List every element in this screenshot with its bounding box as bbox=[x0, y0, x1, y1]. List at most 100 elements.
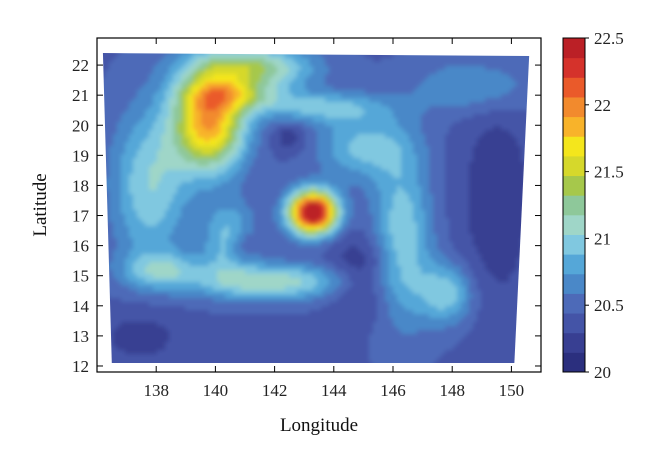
heatmap-cell bbox=[173, 134, 178, 139]
heatmap-cell bbox=[217, 74, 222, 79]
heatmap-cell bbox=[449, 70, 454, 75]
heatmap-cell bbox=[509, 138, 514, 143]
heatmap-cell bbox=[437, 118, 442, 123]
heatmap-cell bbox=[233, 190, 238, 195]
heatmap-cell bbox=[485, 66, 490, 71]
heatmap-cell bbox=[301, 210, 306, 215]
heatmap-cell bbox=[97, 58, 102, 63]
heatmap-cell bbox=[165, 66, 170, 71]
heatmap-cell bbox=[237, 54, 242, 59]
heatmap-cell bbox=[361, 58, 366, 63]
heatmap-cell bbox=[305, 46, 310, 51]
heatmap-cell bbox=[233, 38, 238, 43]
heatmap-cell bbox=[241, 186, 246, 191]
heatmap-cell bbox=[293, 154, 298, 159]
heatmap-cell bbox=[345, 134, 350, 139]
heatmap-cell bbox=[181, 186, 186, 191]
heatmap-cell bbox=[277, 146, 282, 151]
heatmap-cell bbox=[301, 58, 306, 63]
heatmap-cell bbox=[217, 162, 222, 167]
heatmap-cell bbox=[533, 130, 538, 135]
heatmap-cell bbox=[205, 110, 210, 115]
heatmap-cell bbox=[197, 114, 202, 119]
heatmap-cell bbox=[525, 74, 530, 79]
heatmap-cell bbox=[433, 106, 438, 111]
heatmap-cell bbox=[333, 110, 338, 115]
heatmap-cell bbox=[173, 106, 178, 111]
heatmap-cell bbox=[229, 62, 234, 67]
heatmap-cell bbox=[533, 186, 538, 191]
heatmap-cell bbox=[461, 42, 466, 47]
heatmap-cell bbox=[269, 58, 274, 63]
heatmap-cell bbox=[341, 146, 346, 151]
heatmap-cell bbox=[125, 214, 130, 219]
heatmap-cell bbox=[393, 70, 398, 75]
heatmap-cell bbox=[413, 166, 418, 171]
heatmap-cell bbox=[225, 58, 230, 63]
heatmap-cell bbox=[357, 174, 362, 179]
heatmap-cell bbox=[517, 58, 522, 63]
heatmap-cell bbox=[213, 150, 218, 155]
heatmap-cell bbox=[261, 58, 266, 63]
heatmap-cell bbox=[369, 62, 374, 67]
heatmap-cell bbox=[281, 150, 286, 155]
heatmap-cell bbox=[289, 102, 294, 107]
heatmap-cell bbox=[465, 90, 470, 95]
heatmap-cell bbox=[269, 94, 274, 99]
heatmap-cell bbox=[129, 122, 134, 127]
heatmap-cell bbox=[513, 78, 518, 83]
heatmap-cell bbox=[257, 170, 262, 175]
heatmap-cell bbox=[397, 182, 402, 187]
heatmap-cell bbox=[525, 214, 530, 219]
heatmap-cell bbox=[529, 154, 530, 159]
heatmap-cell bbox=[141, 82, 146, 87]
heatmap-cell bbox=[301, 206, 306, 211]
heatmap-cell bbox=[309, 130, 314, 135]
heatmap-cell bbox=[213, 106, 218, 111]
heatmap-cell bbox=[353, 186, 358, 191]
heatmap-cell bbox=[301, 178, 306, 183]
heatmap-cell bbox=[273, 66, 278, 71]
heatmap-cell bbox=[525, 46, 530, 51]
heatmap-cell bbox=[465, 182, 470, 187]
heatmap-cell bbox=[313, 142, 318, 147]
heatmap-cell bbox=[113, 106, 118, 111]
heatmap-cell bbox=[97, 38, 102, 43]
heatmap-cell bbox=[265, 106, 270, 111]
heatmap-cell bbox=[433, 126, 438, 131]
heatmap-cell bbox=[329, 134, 334, 139]
heatmap-cell bbox=[401, 146, 406, 151]
heatmap-cell bbox=[509, 58, 514, 63]
heatmap-cell bbox=[313, 78, 318, 83]
heatmap-cell bbox=[321, 170, 326, 175]
heatmap-cell bbox=[421, 110, 426, 115]
heatmap-cell bbox=[389, 190, 394, 195]
heatmap-cell bbox=[97, 158, 102, 163]
heatmap-cell bbox=[517, 186, 522, 191]
heatmap-cell bbox=[241, 42, 246, 47]
heatmap-cell bbox=[441, 62, 446, 67]
heatmap-cell bbox=[161, 66, 166, 71]
heatmap-cell bbox=[261, 146, 266, 151]
heatmap-cell bbox=[181, 74, 186, 79]
heatmap-cell bbox=[493, 154, 498, 159]
heatmap-cell bbox=[129, 142, 134, 147]
heatmap-cell bbox=[105, 102, 110, 107]
heatmap-cell bbox=[369, 138, 374, 143]
heatmap-cell bbox=[185, 142, 190, 147]
heatmap-cell bbox=[521, 118, 526, 123]
heatmap-cell bbox=[477, 82, 482, 87]
heatmap-cell bbox=[513, 206, 518, 211]
heatmap-cell bbox=[373, 186, 378, 191]
heatmap-cell bbox=[102, 58, 106, 63]
heatmap-cell bbox=[513, 94, 518, 99]
heatmap-cell bbox=[105, 126, 110, 131]
heatmap-cell bbox=[209, 166, 214, 171]
heatmap-cell bbox=[145, 94, 150, 99]
heatmap-cell bbox=[329, 198, 334, 203]
heatmap-cell bbox=[193, 150, 198, 155]
heatmap-cell bbox=[341, 78, 346, 83]
heatmap-cell bbox=[105, 54, 110, 59]
heatmap-cell bbox=[293, 86, 298, 91]
heatmap-cell bbox=[181, 194, 186, 199]
